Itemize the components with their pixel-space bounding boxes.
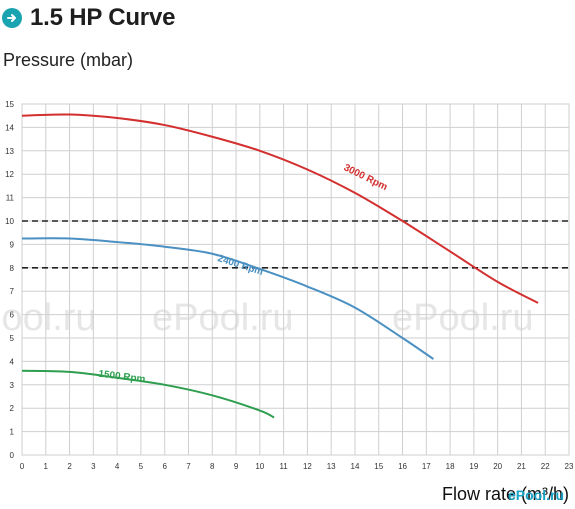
y-tick-label: 4 (10, 357, 15, 366)
y-tick-label: 12 (5, 170, 14, 179)
y-tick-label: 6 (10, 311, 15, 320)
series-line (21, 369, 275, 419)
x-tick-label: 8 (210, 462, 215, 471)
x-tick-label: 9 (234, 462, 239, 471)
series-line (21, 237, 435, 360)
x-tick-label: 22 (541, 462, 550, 471)
y-tick-label: 14 (5, 123, 14, 132)
x-tick-label: 10 (255, 462, 264, 471)
y-tick-label: 8 (10, 264, 15, 273)
x-tick-label: 6 (162, 462, 167, 471)
y-tick-label: 9 (10, 240, 15, 249)
series-label: 1500 Rpm (98, 369, 146, 386)
x-tick-label: 5 (139, 462, 144, 471)
x-tick-label: 13 (327, 462, 336, 471)
series-label: 3000 Rpm (342, 162, 389, 193)
x-axis-label: Flow rate (m³/h) (441, 484, 569, 504)
x-tick-label: 19 (469, 462, 478, 471)
y-tick-label: 1 (10, 428, 15, 437)
x-tick-label: 1 (44, 462, 49, 471)
plot-area (21, 103, 570, 456)
y-tick-label: 10 (5, 217, 14, 226)
watermark-text: ePool.ru (392, 297, 534, 339)
y-tick-label: 3 (10, 381, 15, 390)
x-tick-label: 14 (351, 462, 360, 471)
x-tick-label: 12 (303, 462, 312, 471)
x-tick-label: 11 (279, 462, 288, 471)
y-tick-label: 0 (10, 451, 15, 460)
x-tick-label: 16 (398, 462, 407, 471)
brand-logo: ePool.ru (508, 487, 565, 503)
x-tick-label: 15 (374, 462, 383, 471)
x-tick-label: 23 (565, 462, 574, 471)
x-tick-label: 18 (446, 462, 455, 471)
chart-header: 1.5 HP Curve (2, 2, 175, 34)
x-tick-label: 17 (422, 462, 431, 471)
y-tick-label: 11 (6, 194, 15, 203)
series-line (21, 113, 539, 304)
x-tick-label: 2 (67, 462, 72, 471)
y-axis-label: Pressure (mbar) (3, 50, 134, 70)
y-tick-label: 13 (5, 147, 14, 156)
chart-title: 1.5 HP Curve (30, 4, 176, 31)
x-tick-label: 3 (91, 462, 96, 471)
y-tick-label: 5 (10, 334, 15, 343)
y-tick-label: 7 (10, 287, 15, 296)
y-tick-label: 2 (10, 404, 15, 413)
x-tick-label: 21 (517, 462, 526, 471)
x-tick-label: 0 (20, 462, 25, 471)
x-tick-label: 7 (186, 462, 191, 471)
watermark-text: ePool.ru (0, 297, 97, 339)
x-tick-label: 4 (115, 462, 120, 471)
x-tick-label: 20 (493, 462, 502, 471)
watermark-text: ePool.ru (152, 297, 294, 339)
series-label: 2400 Rpm (216, 253, 264, 278)
arrow-right-circle-icon (2, 8, 22, 28)
y-tick-label: 15 (5, 100, 14, 109)
